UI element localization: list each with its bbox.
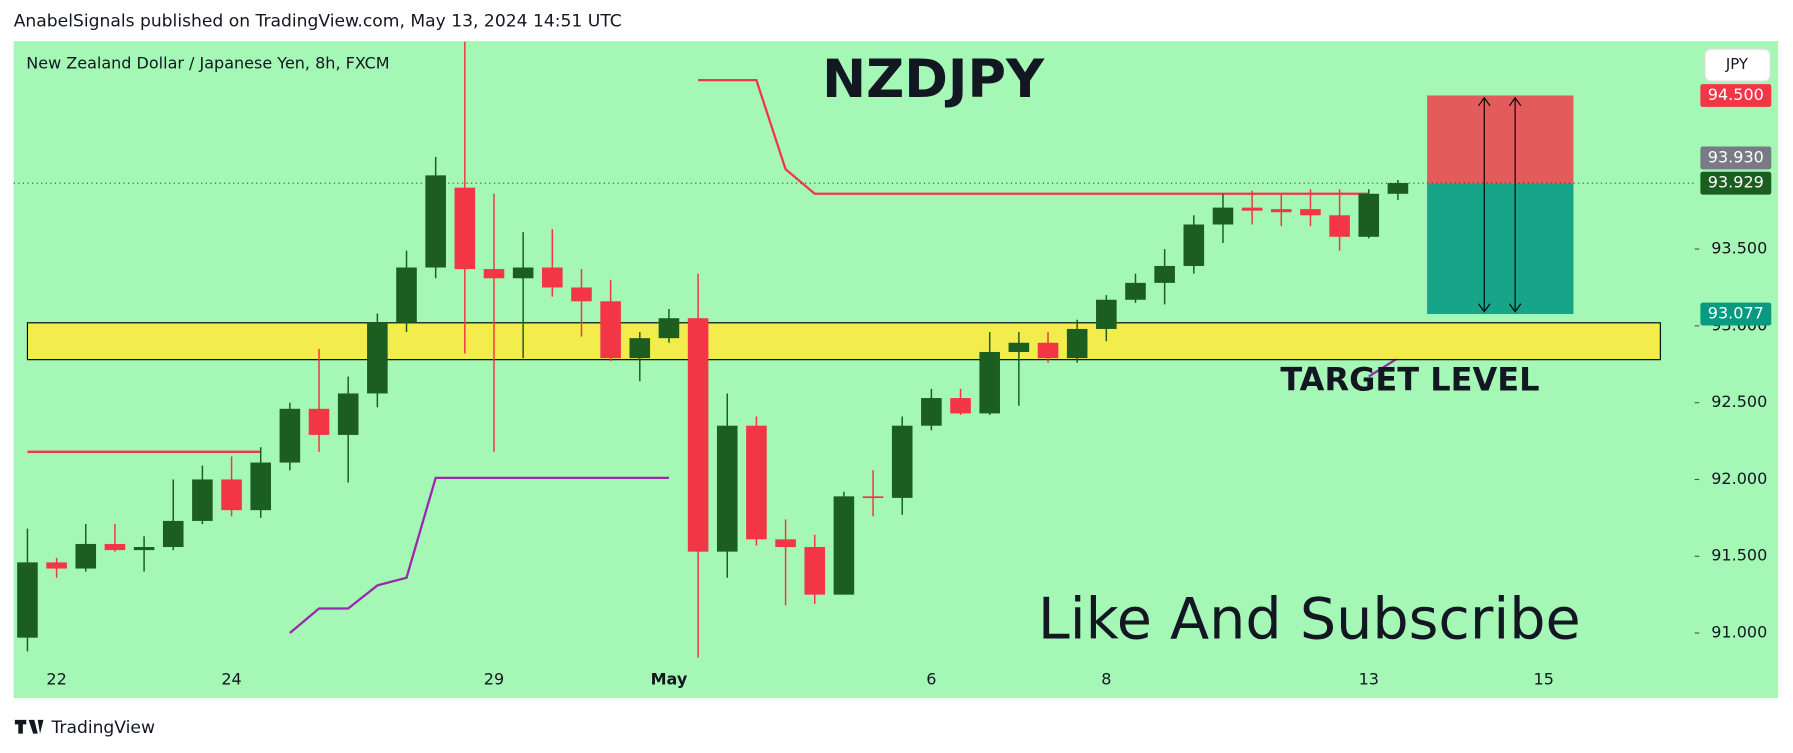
candle-body (600, 301, 621, 359)
candle-body (716, 425, 738, 552)
price-label: 93.930 (1708, 147, 1764, 166)
candle-body (75, 543, 97, 569)
candle-body (1270, 209, 1292, 213)
candle-body (367, 322, 388, 394)
candle-body (1358, 193, 1380, 237)
candle-body (46, 562, 67, 569)
x-tick-label: May (651, 669, 688, 688)
candle-body (250, 462, 272, 511)
candle-body (891, 425, 913, 498)
tradingview-logo (14, 719, 44, 734)
currency-button-label[interactable]: JPY (1725, 55, 1749, 73)
x-tick-label: 13 (1359, 669, 1379, 688)
candle-body (950, 398, 971, 414)
price-label: 93.077 (1708, 304, 1764, 323)
candle-body (1096, 299, 1117, 329)
candle-body (629, 338, 651, 359)
indicator-line (289, 476, 669, 634)
candle-body (1037, 342, 1059, 359)
candle-body (979, 351, 1000, 414)
chart-title: NZDJPY (822, 49, 1045, 110)
candle-body (279, 408, 301, 463)
candle-body (17, 562, 38, 638)
candle-body (192, 479, 213, 521)
y-tick-label: 91.000 (1711, 623, 1767, 642)
x-tick-label: 15 (1534, 669, 1554, 688)
price-label: 94.500 (1708, 85, 1764, 104)
range-arrowhead (1508, 96, 1522, 313)
candle-body (454, 187, 476, 270)
candle-body (1212, 207, 1234, 225)
x-tick-label: 6 (926, 669, 936, 688)
subscribe-annotation: Like And Subscribe (1038, 586, 1581, 652)
target-zone (26, 322, 1661, 361)
price-label-box (1700, 302, 1772, 326)
price-label-box (1700, 146, 1772, 170)
indicator-line (698, 79, 1369, 195)
candle-body (1066, 328, 1088, 359)
candle-body (396, 267, 417, 323)
candle-body (1241, 207, 1263, 211)
currency-button[interactable] (1704, 48, 1771, 82)
candle-body (512, 267, 534, 279)
candle-body (804, 547, 826, 595)
zone-label: TARGET LEVEL (1280, 361, 1539, 399)
candle-body (833, 496, 855, 595)
price-label: 93.929 (1708, 173, 1764, 192)
candle-body (162, 520, 184, 548)
candle-body (1387, 183, 1409, 194)
candle-body (746, 425, 767, 540)
candle-body (1183, 224, 1205, 266)
candle-body (1008, 342, 1030, 352)
candle-body (104, 543, 126, 551)
x-tick-label: 22 (46, 669, 66, 688)
x-tick-label: 8 (1101, 669, 1111, 688)
candle-body (775, 539, 796, 548)
candle-body (1125, 282, 1146, 300)
candle-body (542, 267, 563, 288)
price-label-box (1700, 84, 1772, 107)
price-label-box (1700, 171, 1772, 195)
candle-body (1329, 215, 1350, 237)
candle-body (862, 496, 884, 499)
candle-body (483, 269, 505, 279)
candle-body (921, 398, 942, 426)
candle-body (658, 318, 680, 339)
target-area (1427, 183, 1574, 315)
x-tick-label: 24 (221, 669, 241, 688)
candle-body (221, 479, 242, 511)
y-tick-label: 92.000 (1711, 469, 1767, 488)
candle-body (1154, 265, 1175, 283)
candle-body (1300, 209, 1321, 216)
stop-zone (1427, 95, 1574, 184)
candle-body (687, 318, 709, 552)
candle-body (133, 547, 155, 551)
y-tick-label: 92.500 (1711, 392, 1767, 411)
y-tick-label: 91.500 (1711, 546, 1767, 565)
indicator-line (1368, 357, 1399, 378)
x-tick-label: 29 (484, 669, 504, 688)
range-arrowhead (1478, 96, 1491, 313)
candle-body (425, 175, 446, 268)
symbol-legend: New Zealand Dollar / Japanese Yen, 8h, F… (26, 53, 389, 72)
publish-header: AnabelSignals published on TradingView.c… (14, 12, 622, 32)
y-tick-label: 93.500 (1711, 239, 1767, 258)
candle-body (337, 393, 359, 435)
candle-body (308, 408, 330, 435)
footer-brand: TradingView (50, 718, 155, 738)
candle-body (571, 287, 592, 302)
